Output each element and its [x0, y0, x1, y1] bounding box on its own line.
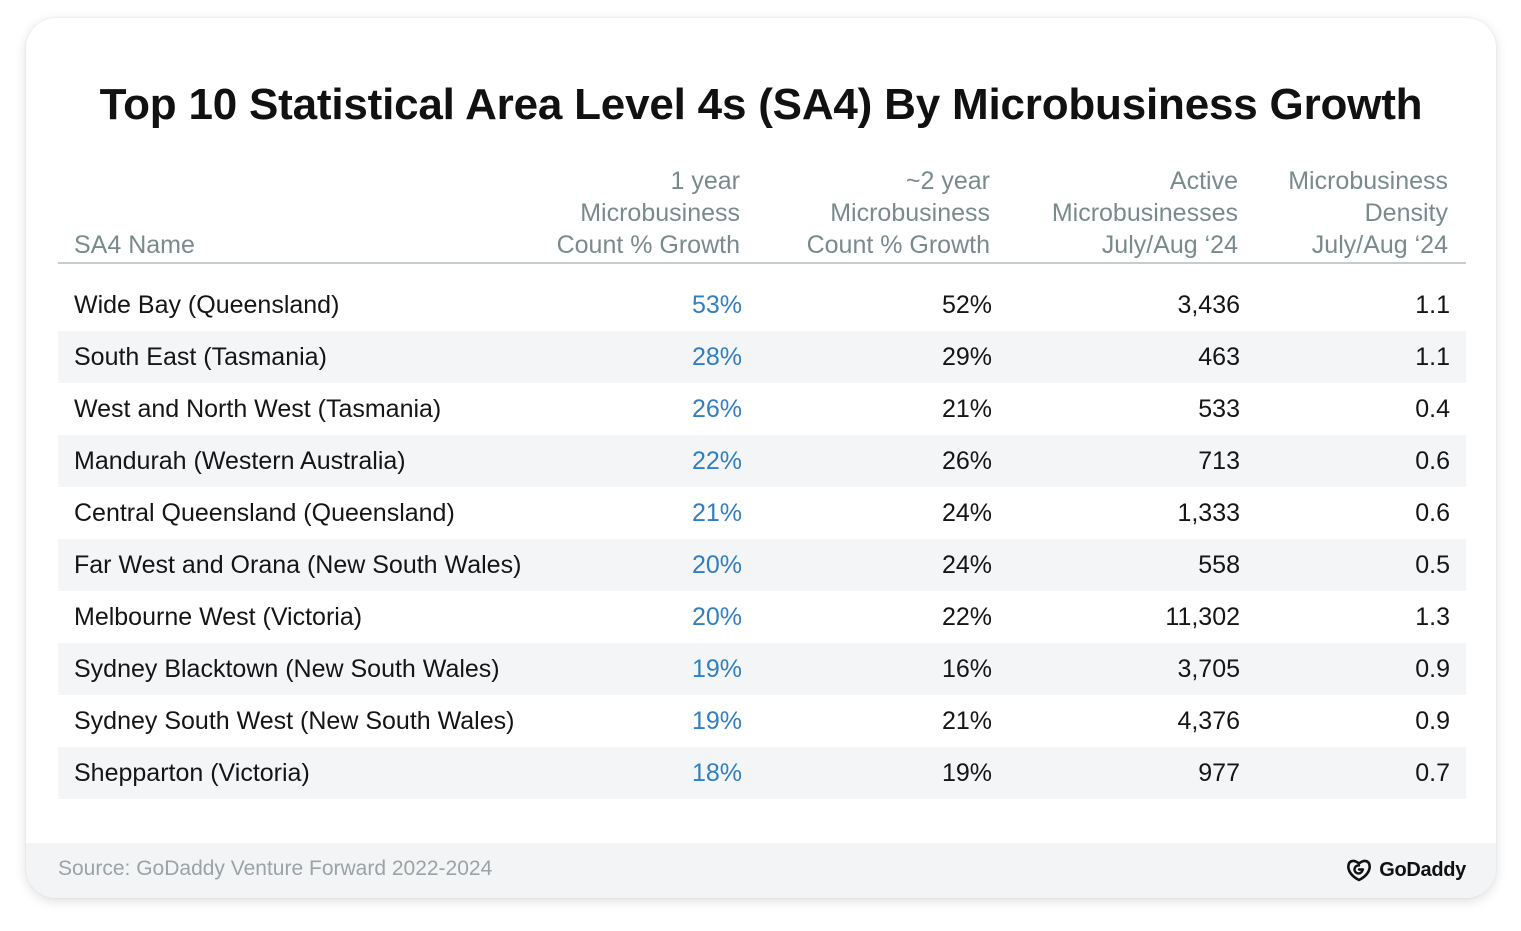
header-line: Microbusiness: [580, 199, 740, 227]
cell-sa4-name: Far West and Orana (New South Wales): [74, 551, 522, 579]
cell-density: 0.6: [1415, 447, 1450, 475]
table-row: Far West and Orana (New South Wales) 20%…: [58, 539, 1466, 591]
cell-growth-2yr: 21%: [941, 707, 992, 735]
cell-active: 533: [1198, 395, 1240, 423]
header-density: Microbusiness Density July/Aug ‘24: [1288, 165, 1448, 261]
cell-sa4-name: Mandurah (Western Australia): [74, 447, 406, 475]
footer-bar: Source: GoDaddy Venture Forward 2022-202…: [26, 843, 1496, 898]
header-line: SA4 Name: [74, 231, 195, 259]
header-line: Density: [1364, 199, 1448, 227]
cell-growth-2yr: 24%: [941, 499, 992, 527]
godaddy-logo: GoDaddy: [1345, 857, 1466, 883]
cell-active: 3,436: [1177, 291, 1240, 319]
cell-active: 977: [1198, 759, 1240, 787]
cell-active: 11,302: [1165, 603, 1240, 631]
cell-density: 1.1: [1415, 291, 1450, 319]
chart-title: Top 10 Statistical Area Level 4s (SA4) B…: [99, 80, 1423, 129]
header-line: July/Aug ‘24: [1311, 231, 1448, 259]
cell-density: 0.7: [1415, 759, 1450, 787]
cell-sa4-name: Sydney South West (New South Wales): [74, 707, 515, 735]
table-row: Sydney Blacktown (New South Wales) 19% 1…: [58, 643, 1466, 695]
cell-active: 463: [1198, 343, 1240, 371]
cell-growth-1yr: 19%: [691, 655, 742, 683]
cell-sa4-name: South East (Tasmania): [74, 343, 327, 371]
cell-density: 1.1: [1415, 343, 1450, 371]
cell-growth-2yr: 29%: [941, 343, 992, 371]
table-body: Wide Bay (Queensland) 53% 52% 3,436 1.1 …: [58, 279, 1466, 799]
cell-sa4-name: West and North West (Tasmania): [74, 395, 442, 423]
logo-text: GoDaddy: [1379, 858, 1466, 881]
cell-sa4-name: Wide Bay (Queensland): [74, 291, 340, 319]
header-line: Microbusinesses: [1051, 199, 1238, 227]
cell-active: 3,705: [1177, 655, 1240, 683]
cell-active: 1,333: [1177, 499, 1240, 527]
cell-density: 0.5: [1415, 551, 1450, 579]
header-divider: [58, 262, 1466, 264]
cell-growth-2yr: 22%: [941, 603, 992, 631]
header-line: ~2 year: [905, 167, 990, 195]
header-line: Microbusiness: [1288, 167, 1448, 195]
cell-density: 0.4: [1415, 395, 1450, 423]
cell-density: 0.6: [1415, 499, 1450, 527]
cell-density: 1.3: [1415, 603, 1450, 631]
table-row: Wide Bay (Queensland) 53% 52% 3,436 1.1: [58, 279, 1466, 331]
cell-growth-1yr: 18%: [691, 759, 742, 787]
cell-growth-1yr: 26%: [691, 395, 742, 423]
cell-growth-1yr: 19%: [691, 707, 742, 735]
cell-active: 558: [1198, 551, 1240, 579]
header-line: July/Aug ‘24: [1101, 231, 1238, 259]
table-card: Top 10 Statistical Area Level 4s (SA4) B…: [26, 18, 1496, 898]
header-sa4-name: SA4 Name: [74, 229, 195, 261]
header-line: Active: [1169, 167, 1238, 195]
cell-growth-1yr: 22%: [691, 447, 742, 475]
cell-active: 713: [1198, 447, 1240, 475]
cell-sa4-name: Shepparton (Victoria): [74, 759, 310, 787]
header-line: Count % Growth: [556, 231, 740, 259]
source-note: Source: GoDaddy Venture Forward 2022-202…: [58, 857, 493, 880]
table-row: Shepparton (Victoria) 18% 19% 977 0.7: [58, 747, 1466, 799]
cell-growth-1yr: 28%: [691, 343, 742, 371]
cell-sa4-name: Melbourne West (Victoria): [74, 603, 363, 631]
table-row: South East (Tasmania) 28% 29% 463 1.1: [58, 331, 1466, 383]
cell-density: 0.9: [1415, 655, 1450, 683]
table-row: Central Queensland (Queensland) 21% 24% …: [58, 487, 1466, 539]
cell-growth-1yr: 20%: [691, 551, 742, 579]
table-row: Mandurah (Western Australia) 22% 26% 713…: [58, 435, 1466, 487]
cell-growth-2yr: 19%: [941, 759, 992, 787]
table-row: West and North West (Tasmania) 26% 21% 5…: [58, 383, 1466, 435]
header-growth-2yr: ~2 year Microbusiness Count % Growth: [807, 165, 990, 261]
table-row: Sydney South West (New South Wales) 19% …: [58, 695, 1466, 747]
cell-sa4-name: Central Queensland (Queensland): [74, 499, 455, 527]
cell-sa4-name: Sydney Blacktown (New South Wales): [74, 655, 500, 683]
cell-active: 4,376: [1177, 707, 1240, 735]
cell-growth-2yr: 16%: [941, 655, 992, 683]
cell-density: 0.9: [1415, 707, 1450, 735]
header-growth-1yr: 1 year Microbusiness Count % Growth: [557, 165, 740, 261]
cell-growth-2yr: 52%: [941, 291, 992, 319]
cell-growth-1yr: 53%: [691, 291, 742, 319]
header-line: Microbusiness: [830, 199, 990, 227]
cell-growth-2yr: 24%: [941, 551, 992, 579]
header-line: 1 year: [670, 167, 740, 195]
godaddy-logo-icon: [1347, 859, 1372, 882]
cell-growth-1yr: 20%: [691, 603, 742, 631]
header-line: Count % Growth: [806, 231, 990, 259]
table-row: Melbourne West (Victoria) 20% 22% 11,302…: [58, 591, 1466, 643]
header-active: Active Microbusinesses July/Aug ‘24: [1052, 165, 1238, 261]
cell-growth-2yr: 26%: [941, 447, 992, 475]
cell-growth-1yr: 21%: [691, 499, 742, 527]
cell-growth-2yr: 21%: [941, 395, 992, 423]
